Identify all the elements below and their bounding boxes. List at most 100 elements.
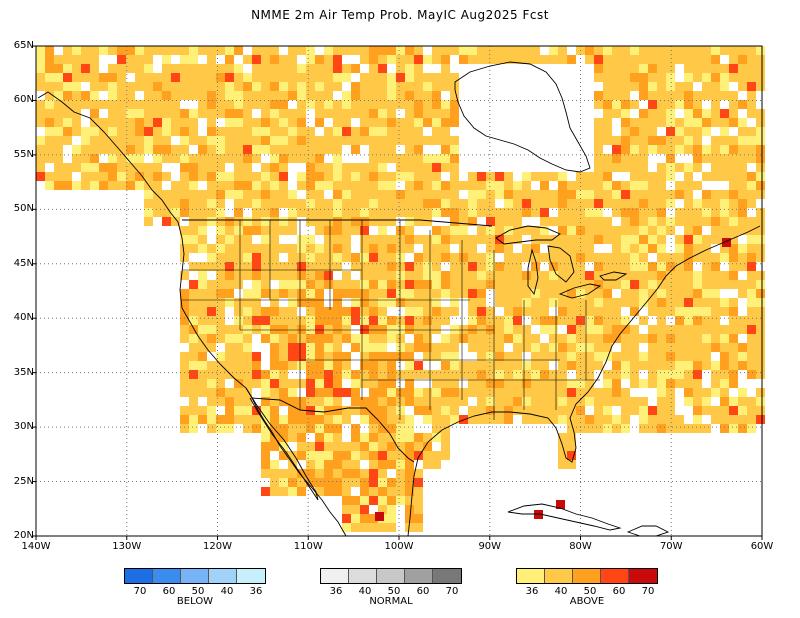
probability-cell — [702, 82, 711, 91]
probability-cell — [279, 280, 288, 289]
probability-cell — [216, 289, 225, 298]
probability-cell — [621, 370, 630, 379]
probability-cell — [468, 244, 477, 253]
probability-cell — [180, 55, 189, 64]
probability-cell — [414, 199, 423, 208]
probability-cell — [657, 235, 666, 244]
probability-cell — [225, 55, 234, 64]
probability-cell — [558, 244, 567, 253]
probability-cell — [711, 388, 720, 397]
probability-cell — [387, 91, 396, 100]
probability-cell — [522, 208, 531, 217]
probability-cell — [432, 253, 441, 262]
probability-cell — [162, 127, 171, 136]
probability-cell — [225, 118, 234, 127]
probability-cell — [702, 289, 711, 298]
probability-cell — [306, 379, 315, 388]
probability-cell — [90, 46, 99, 55]
probability-cell — [324, 442, 333, 451]
probability-cell — [378, 451, 387, 460]
probability-cell — [306, 280, 315, 289]
probability-cell — [522, 397, 531, 406]
probability-cell — [450, 334, 459, 343]
probability-cell — [270, 388, 279, 397]
probability-cell — [225, 136, 234, 145]
probability-cell — [369, 451, 378, 460]
probability-cell — [522, 334, 531, 343]
probability-cell — [549, 289, 558, 298]
probability-cell — [531, 361, 540, 370]
probability-cell — [234, 397, 243, 406]
probability-cell — [207, 127, 216, 136]
probability-cell — [378, 172, 387, 181]
probability-cell — [144, 91, 153, 100]
probability-cell — [180, 64, 189, 73]
probability-cell — [693, 280, 702, 289]
probability-cell — [405, 82, 414, 91]
probability-cell — [684, 91, 693, 100]
probability-cell — [666, 271, 675, 280]
probability-cell — [315, 361, 324, 370]
probability-cell — [531, 244, 540, 253]
probability-cell — [261, 100, 270, 109]
probability-cell — [153, 136, 162, 145]
probability-cell — [594, 388, 603, 397]
probability-cell — [333, 55, 342, 64]
probability-cell — [432, 433, 441, 442]
probability-cell — [612, 397, 621, 406]
probability-cell — [738, 343, 747, 352]
probability-cell — [324, 64, 333, 73]
probability-cell — [279, 388, 288, 397]
probability-cell — [684, 55, 693, 64]
probability-cell — [333, 352, 342, 361]
probability-cell — [261, 190, 270, 199]
probability-cell — [315, 442, 324, 451]
probability-cell — [342, 451, 351, 460]
probability-cell — [423, 397, 432, 406]
probability-cell — [720, 280, 729, 289]
probability-cell — [297, 334, 306, 343]
probability-cell — [441, 145, 450, 154]
probability-cell — [477, 289, 486, 298]
probability-cell — [720, 343, 729, 352]
probability-cell — [504, 199, 513, 208]
probability-cell — [459, 244, 468, 253]
probability-cell — [378, 289, 387, 298]
probability-cell — [423, 100, 432, 109]
probability-cell — [252, 91, 261, 100]
probability-cell — [612, 208, 621, 217]
probability-cell — [189, 424, 198, 433]
probability-cell — [144, 172, 153, 181]
probability-cell — [621, 388, 630, 397]
probability-cell — [387, 406, 396, 415]
lon-label: 70W — [659, 541, 683, 552]
probability-cell — [108, 145, 117, 154]
probability-cell — [432, 388, 441, 397]
probability-cell — [333, 316, 342, 325]
probability-cell — [720, 388, 729, 397]
probability-cell — [108, 73, 117, 82]
probability-cell — [513, 55, 522, 64]
probability-cell — [270, 109, 279, 118]
probability-cell — [108, 91, 117, 100]
probability-cell — [693, 253, 702, 262]
probability-cell — [189, 82, 198, 91]
probability-cell — [441, 127, 450, 136]
probability-cell — [189, 289, 198, 298]
probability-cell — [522, 253, 531, 262]
probability-cell — [198, 262, 207, 271]
probability-cell — [423, 109, 432, 118]
probability-cell — [198, 172, 207, 181]
probability-cell — [684, 244, 693, 253]
probability-cell — [738, 190, 747, 199]
probability-cell — [729, 64, 738, 73]
probability-cell — [720, 91, 729, 100]
probability-cell — [72, 118, 81, 127]
probability-cell — [288, 118, 297, 127]
probability-cell — [756, 406, 765, 415]
probability-cell — [144, 163, 153, 172]
probability-cell — [117, 136, 126, 145]
probability-cell — [747, 109, 756, 118]
probability-cell — [450, 154, 459, 163]
lake-erie — [558, 283, 602, 299]
